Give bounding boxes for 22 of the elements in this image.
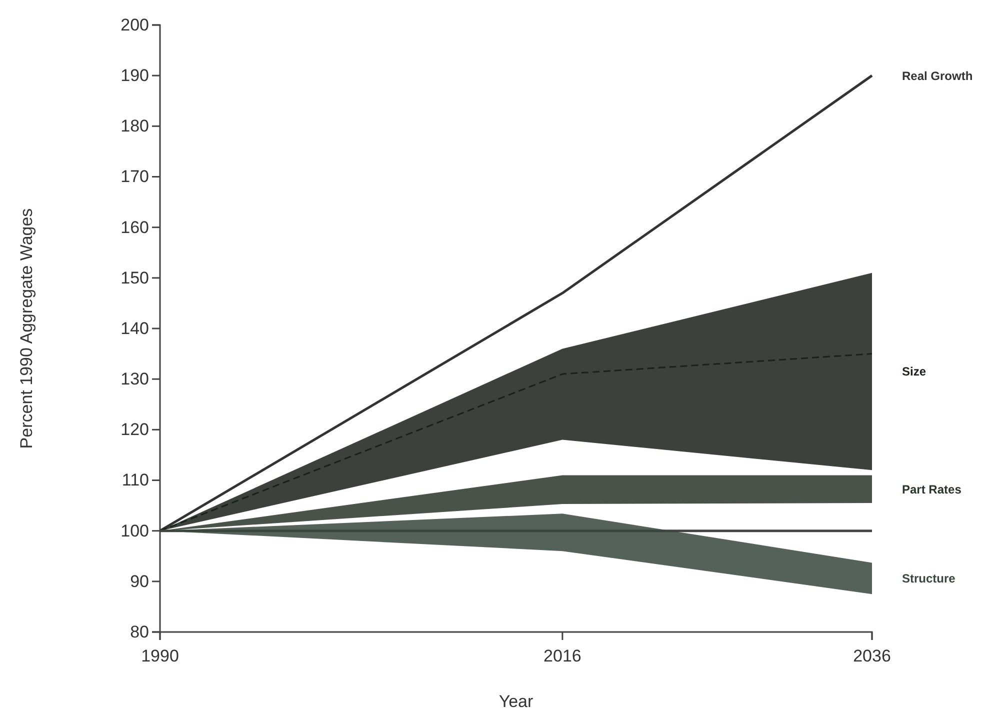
y-tick-label: 130 <box>120 370 149 389</box>
legend-label: Structure <box>902 572 956 586</box>
x-tick-label: 2016 <box>544 646 582 666</box>
legend-label: Part Rates <box>902 482 962 496</box>
x-tick-label: 2036 <box>853 646 891 666</box>
y-tick-label: 110 <box>122 470 149 490</box>
y-axis-title: Percent 1990 Aggregate Wages <box>17 208 36 449</box>
text: Real Growth <box>902 68 973 83</box>
x-axis-title: Year <box>498 692 534 711</box>
y-tick-label: 150 <box>120 268 149 288</box>
y-tick-label: 140 <box>120 318 149 338</box>
y-tick-label: 200 <box>120 15 149 34</box>
y-tick-label: 160 <box>120 218 149 237</box>
text: Size <box>902 364 926 379</box>
y-tick-label: 100 <box>120 521 149 540</box>
y-tick-label: 190 <box>120 66 149 86</box>
y-tick-label: 120 <box>120 420 149 440</box>
y-tick-label: 90 <box>130 572 149 591</box>
y-tick-label: 180 <box>120 116 149 136</box>
x-tick-label: 1990 <box>141 646 179 666</box>
y-tick-label: 170 <box>120 167 149 186</box>
y-tick-label: 80 <box>130 622 149 642</box>
